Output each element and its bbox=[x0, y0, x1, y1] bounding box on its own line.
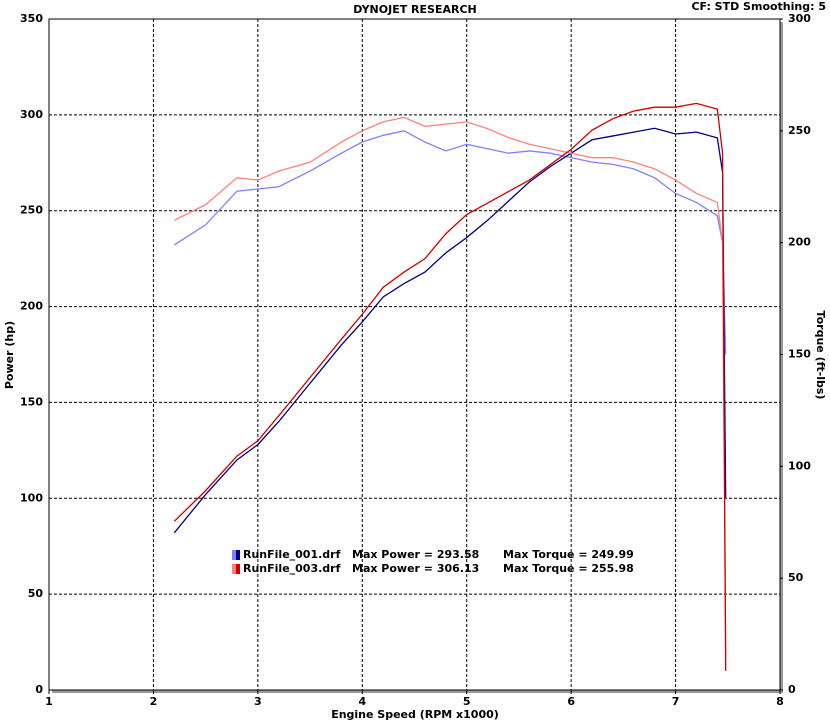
y-tick-label: 0 bbox=[35, 683, 43, 696]
y2-tick-label: 200 bbox=[788, 236, 811, 249]
power-line bbox=[173, 102, 727, 671]
x-tick-label: 6 bbox=[567, 695, 575, 708]
plot-area bbox=[48, 18, 781, 691]
legend-max-power: Max Power = 293.58 bbox=[352, 548, 479, 561]
y-tick-label: 300 bbox=[20, 108, 43, 121]
legend-max-torque: Max Torque = 249.99 bbox=[503, 548, 634, 561]
legend-file: RunFile_001.drf bbox=[243, 548, 341, 561]
y2-tick-label: 0 bbox=[788, 683, 796, 696]
y2-tick-label: 150 bbox=[788, 348, 811, 361]
y-tick-label: 150 bbox=[20, 395, 43, 408]
x-tick-label: 3 bbox=[254, 695, 262, 708]
x-tick-label: 7 bbox=[672, 695, 680, 708]
torque-line bbox=[174, 116, 727, 657]
y-tick-label: 200 bbox=[20, 300, 43, 313]
legend-swatch bbox=[232, 564, 236, 574]
chart-title: DYNOJET RESEARCH bbox=[353, 3, 476, 16]
y-tick-label: 250 bbox=[20, 204, 43, 217]
x-tick-label: 2 bbox=[150, 695, 158, 708]
x-tick-label: 8 bbox=[776, 695, 784, 708]
y2-tick-label: 50 bbox=[788, 571, 804, 584]
y-tick-label: 100 bbox=[20, 491, 43, 504]
x-tick-label: 5 bbox=[463, 695, 471, 708]
y-axis-label: Power (hp) bbox=[3, 321, 16, 389]
legend-swatch bbox=[236, 564, 240, 574]
power-line bbox=[173, 127, 727, 534]
legend-swatch bbox=[236, 550, 240, 560]
y-tick-label: 50 bbox=[28, 587, 44, 600]
legend-max-power: Max Power = 306.13 bbox=[352, 562, 479, 575]
torque-line bbox=[173, 130, 727, 355]
legend-swatch bbox=[232, 550, 236, 560]
y2-tick-label: 100 bbox=[788, 459, 811, 472]
x-tick-label: 4 bbox=[358, 695, 366, 708]
y-tick-label: 350 bbox=[20, 12, 43, 25]
y2-tick-label: 250 bbox=[788, 124, 811, 137]
settings: CF: STD Smoothing: 5 bbox=[691, 0, 826, 13]
legend-max-torque: Max Torque = 255.98 bbox=[503, 562, 634, 575]
legend-file: RunFile_003.drf bbox=[243, 562, 341, 575]
x-axis-label: Engine Speed (RPM x1000) bbox=[331, 708, 499, 721]
y2-tick-label: 300 bbox=[788, 12, 811, 25]
x-tick-label: 1 bbox=[45, 695, 53, 708]
y2-axis-label: Torque (ft-lbs) bbox=[814, 311, 827, 400]
